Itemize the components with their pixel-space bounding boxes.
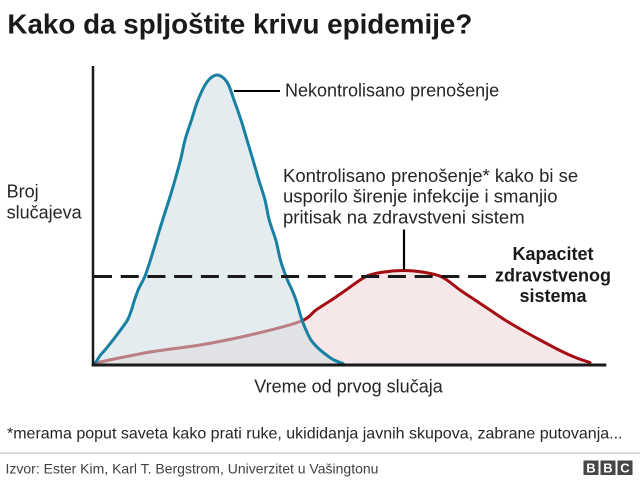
svg-text:Kapacitet: Kapacitet xyxy=(512,244,593,264)
svg-text:B: B xyxy=(586,461,595,476)
svg-text:slučajeva: slučajeva xyxy=(7,203,83,223)
svg-text:Kontrolisano prenošenje* kako: Kontrolisano prenošenje* kako bi se xyxy=(283,165,578,186)
svg-text:Vreme od prvog slučaja: Vreme od prvog slučaja xyxy=(254,377,443,397)
svg-text:*merama poput saveta kako prat: *merama poput saveta kako prati ruke, uk… xyxy=(7,425,622,442)
svg-text:Izvor: Ester Kim, Karl T. Berg: Izvor: Ester Kim, Karl T. Bergstrom, Uni… xyxy=(6,460,379,476)
svg-text:Broj: Broj xyxy=(7,181,39,201)
svg-text:Nekontrolisano prenošenje: Nekontrolisano prenošenje xyxy=(285,81,499,101)
svg-text:B: B xyxy=(603,461,612,476)
svg-text:usporilo širenje infekcije i s: usporilo širenje infekcije i smanjio xyxy=(283,185,558,206)
svg-text:sistema: sistema xyxy=(519,286,587,306)
svg-text:pritisak na zdravstveni sistem: pritisak na zdravstveni sistem xyxy=(283,206,525,227)
svg-text:Kako da spljoštite krivu epide: Kako da spljoštite krivu epidemije? xyxy=(7,9,472,40)
svg-text:C: C xyxy=(620,461,630,476)
svg-text:zdravstvenog: zdravstvenog xyxy=(495,266,611,286)
